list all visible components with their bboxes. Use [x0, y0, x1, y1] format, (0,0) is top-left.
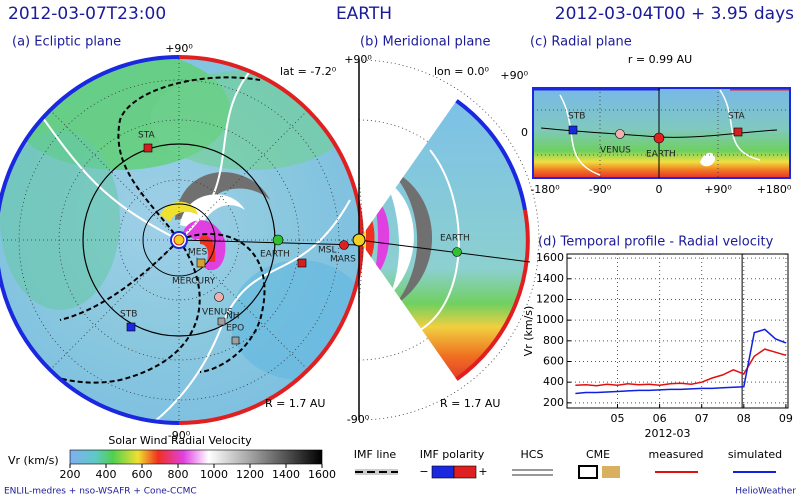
legend-label: IMF polarity [420, 448, 485, 461]
radius: r = 0.99 AU [628, 53, 692, 66]
polarity-border [455, 99, 527, 211]
colorbar-ticks: 200 400 600 800 1000 1200 1400 1600 [60, 464, 336, 481]
y-axis-label: Vr (km/s) [522, 306, 535, 357]
polarity-border [455, 209, 530, 381]
sun [173, 234, 185, 246]
legend-label: IMF line [354, 448, 397, 461]
spacecraft [733, 127, 743, 137]
object-label: VENUS [202, 308, 233, 318]
legend-swatch [453, 465, 477, 479]
header-target: EARTH [336, 4, 392, 24]
y-tick-label: 400 [543, 375, 564, 388]
axis-label: +90⁰ [500, 69, 528, 82]
object-label: MARS [330, 255, 356, 265]
y-tick-label: 200 [543, 396, 564, 409]
series-line [575, 328, 787, 395]
colorbar-tick-label: 800 [168, 468, 189, 481]
footer-credit: ENLIL-medres + nso-WSAFR + Cone-CCMC [4, 487, 197, 497]
axis-label: 0 [656, 183, 663, 196]
axis-label: +90⁰ [344, 53, 372, 66]
legend-label: HCS [521, 448, 544, 461]
polarity-border [0, 55, 180, 425]
footer-brand: HelioWeather [735, 487, 796, 497]
radial-map [700, 152, 715, 167]
y-tick-label: 1400 [536, 272, 564, 285]
object-label: VENUS [600, 146, 631, 156]
object-label: MERCURY [172, 277, 216, 287]
legend-swatch [578, 465, 598, 479]
legend-label: measured [649, 448, 704, 461]
panel-title: (b) Meridional plane [360, 35, 491, 50]
legend-label: simulated [728, 448, 782, 461]
spacecraft [452, 247, 462, 257]
object-label: MSL [318, 246, 337, 256]
object-label: STA [728, 112, 746, 122]
chart-title: (d) Temporal profile - Radial velocity [538, 235, 774, 250]
legend-swatch [602, 466, 620, 478]
longitude: lon = 0.0⁰ [434, 65, 489, 78]
hcs [559, 89, 761, 176]
x-tick-label: 06 [653, 412, 667, 425]
colorbar-tick-label: 200 [60, 468, 81, 481]
header-run: 2012-03-04T00 + 3.95 days [555, 4, 794, 24]
axis-label: -90⁰ [347, 413, 370, 426]
radius: R = 1.7 AU [265, 397, 325, 410]
spacecraft [653, 132, 665, 144]
object-label: EPO [226, 324, 244, 334]
earth-line [178, 239, 361, 246]
spacecraft [126, 143, 349, 345]
earth-line [358, 239, 531, 263]
colorbar [69, 449, 323, 465]
series-line [575, 348, 787, 387]
object-label: EARTH [646, 150, 676, 160]
x-tick-label: 05 [611, 412, 625, 425]
panel-title: (a) Ecliptic plane [12, 35, 121, 50]
radial-frame [532, 87, 791, 179]
radius: R = 1.7 AU [440, 397, 500, 410]
line-chart: 200 400 600 800 1000 1200 1400 1600 05 06 07 08 09 20… [522, 251, 793, 440]
y-tick-label: 800 [543, 334, 564, 347]
y-tick-label: 1000 [536, 313, 564, 326]
object-label: EARTH [440, 234, 470, 244]
x-axis-label: 2012-03 [645, 427, 691, 440]
legend-swatch [431, 465, 455, 479]
axis-label: +90⁰ [165, 42, 193, 55]
legend-label: + [478, 465, 487, 478]
colorbar-tick-label: 600 [132, 468, 153, 481]
colorbar-unit: Vr (km/s) [8, 454, 59, 467]
x-tick-label: 08 [737, 412, 751, 425]
y-tick-label: 600 [543, 354, 564, 367]
y-tick-label: 1200 [536, 292, 564, 305]
object-label: EARTH [260, 250, 290, 260]
spacecraft [615, 129, 625, 139]
legend-label: CME [586, 448, 610, 461]
x-tick-label: 09 [779, 412, 793, 425]
y-tick-label: 1600 [536, 251, 564, 264]
axis-label: +90⁰ [704, 183, 732, 196]
spacecraft [568, 125, 578, 135]
object-label: STB [568, 112, 585, 122]
axis-label: +180⁰ [757, 183, 792, 196]
panel-title: (c) Radial plane [530, 35, 632, 50]
axis-label: -180⁰ [530, 183, 560, 196]
axis-label: -90⁰ [589, 183, 612, 196]
axis-label: -90⁰ [168, 429, 191, 442]
colorbar-tick-label: 1600 [308, 468, 336, 481]
object-label: NH [226, 312, 240, 322]
colorbar-tick-label: 1200 [236, 468, 264, 481]
x-tick-label: 07 [695, 412, 709, 425]
object-label: STB [120, 310, 137, 320]
colorbar-title: Solar Wind Radial Velocity [108, 434, 252, 447]
object-label: MES [188, 248, 207, 258]
axis-label: 0 [521, 126, 528, 139]
colorbar-tick-label: 1400 [272, 468, 300, 481]
sun [352, 233, 366, 247]
legend-label: − [419, 465, 428, 478]
header-time: 2012-03-07T23:00 [8, 4, 166, 24]
latitude: lat = -7.2⁰ [280, 65, 337, 78]
object-label: STA [138, 131, 156, 141]
colorbar-tick-label: 400 [96, 468, 117, 481]
colorbar-tick-label: 1000 [200, 468, 228, 481]
